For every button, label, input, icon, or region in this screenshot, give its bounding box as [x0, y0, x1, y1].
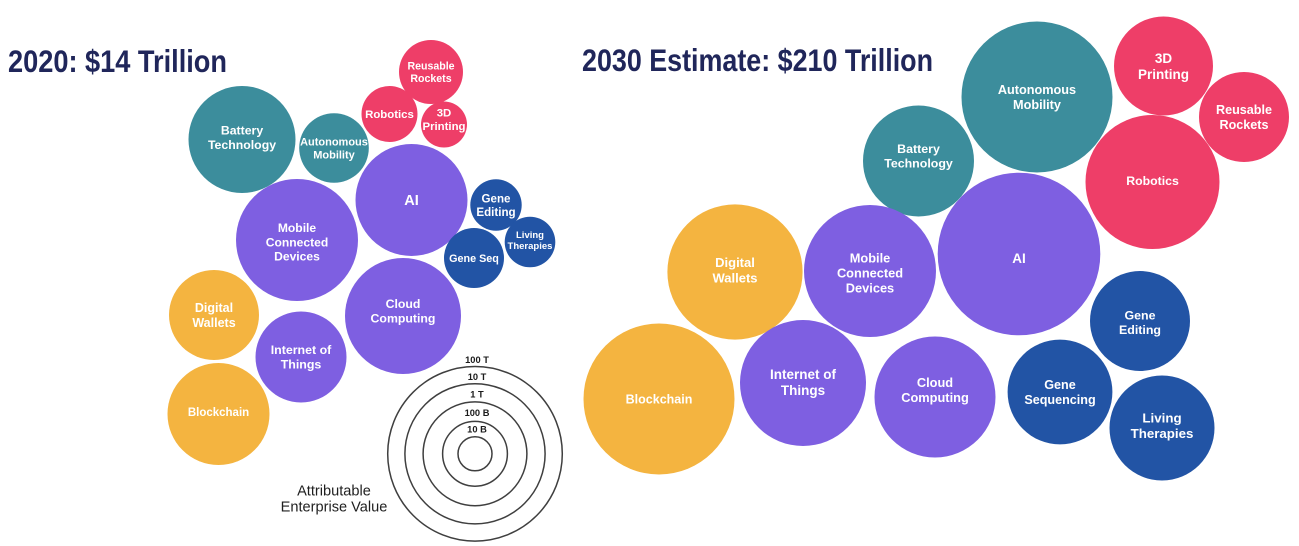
- svg-text:2020: $14 Trillion: 2020: $14 Trillion: [8, 43, 227, 79]
- svg-text:2030 Estimate: $210 Trillion: 2030 Estimate: $210 Trillion: [582, 42, 933, 78]
- svg-text:10 T: 10 T: [468, 372, 487, 382]
- svg-text:Robotics: Robotics: [1126, 174, 1179, 188]
- svg-text:Blockchain: Blockchain: [626, 393, 693, 407]
- svg-text:100 B: 100 B: [465, 408, 490, 418]
- svg-text:10 B: 10 B: [467, 425, 487, 435]
- svg-text:AI: AI: [1012, 251, 1026, 266]
- svg-text:Gene Seq: Gene Seq: [449, 253, 499, 265]
- svg-text:AI: AI: [404, 193, 419, 209]
- svg-text:1 T: 1 T: [470, 389, 484, 399]
- svg-text:100 T: 100 T: [465, 355, 489, 365]
- svg-text:Robotics: Robotics: [365, 109, 414, 121]
- svg-text:Blockchain: Blockchain: [188, 407, 249, 419]
